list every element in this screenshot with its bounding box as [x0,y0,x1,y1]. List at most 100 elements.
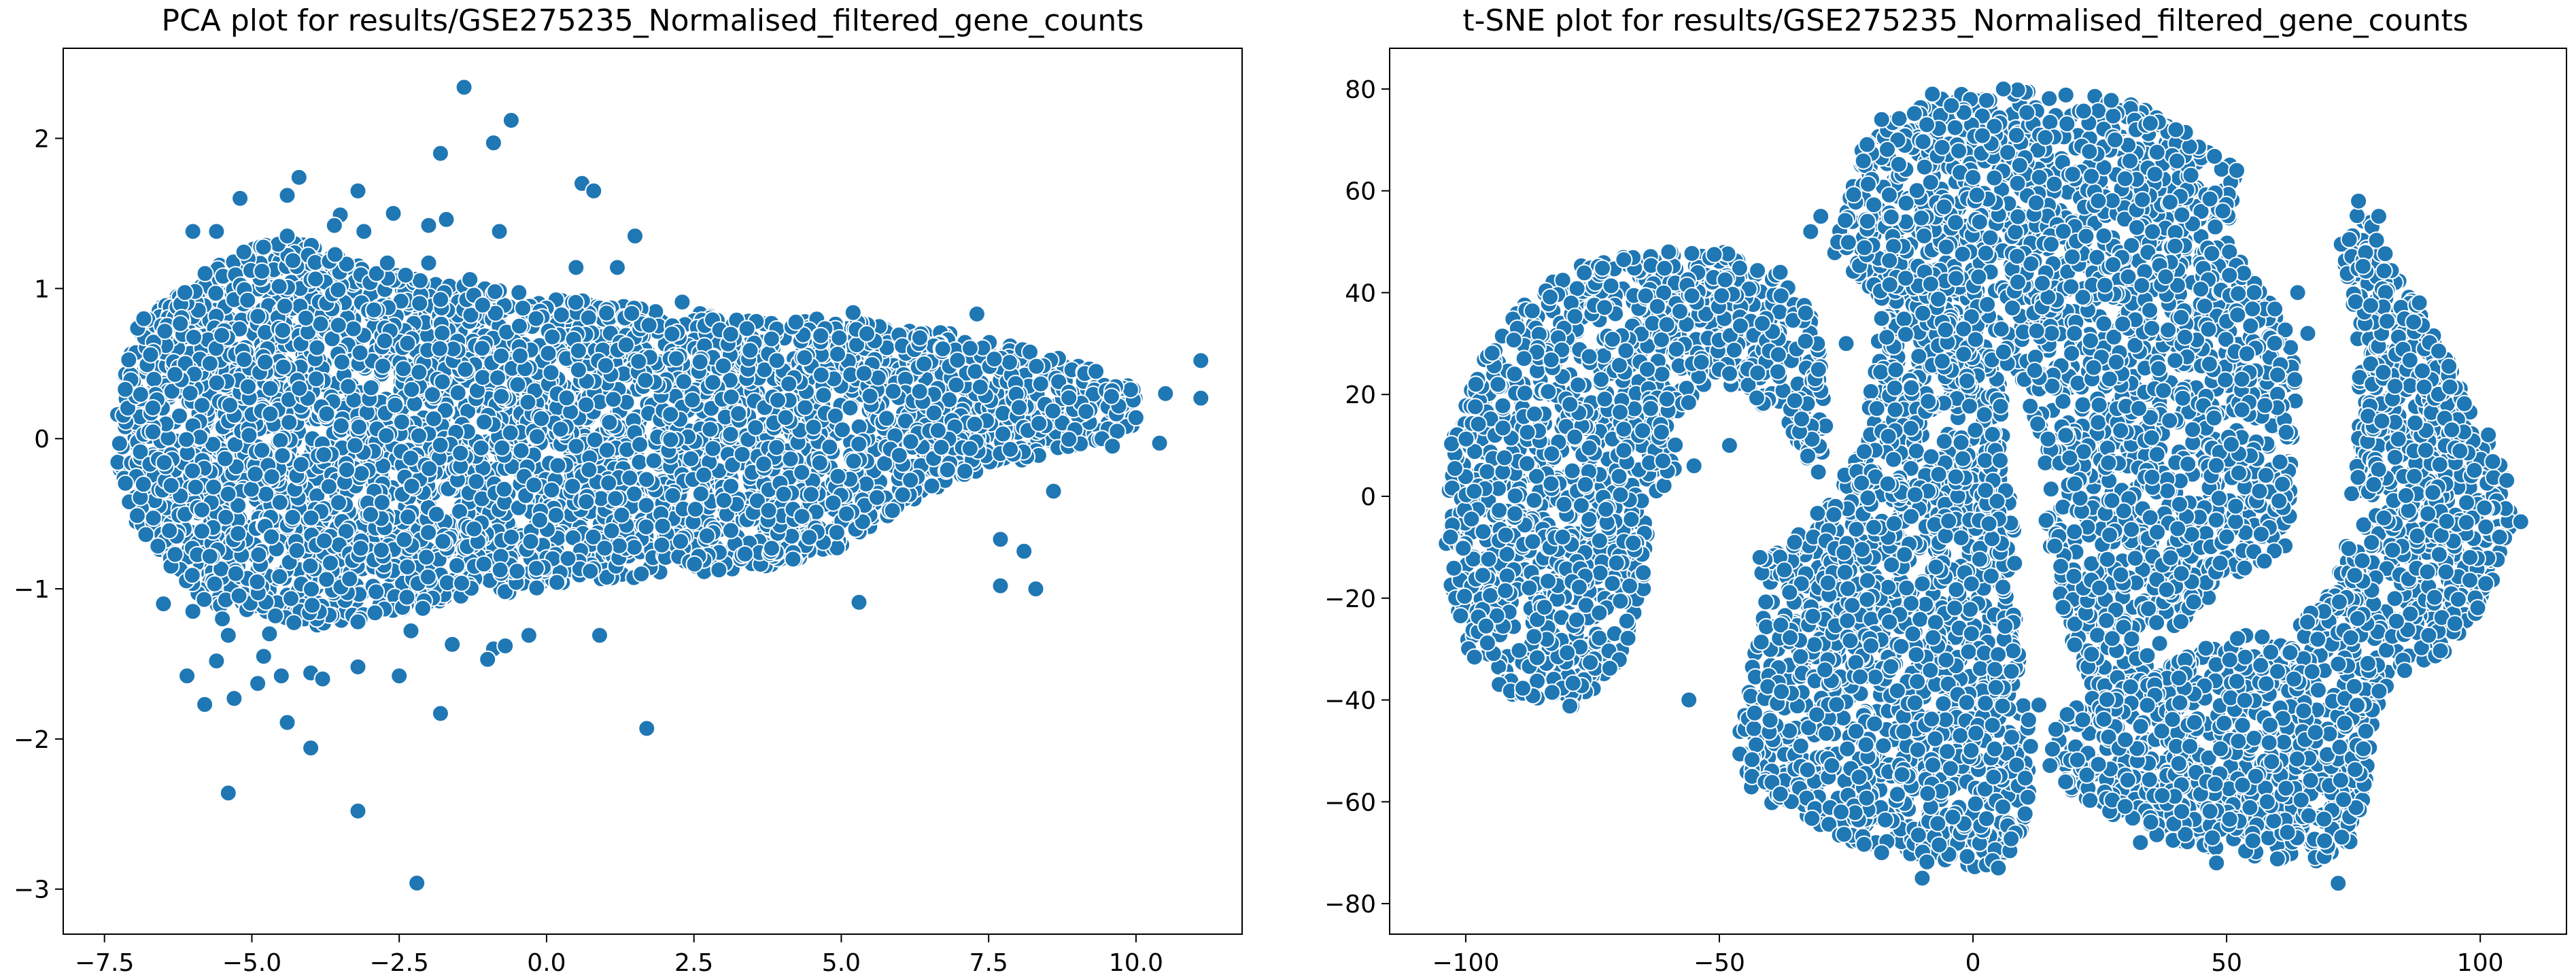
data-point [425,410,443,428]
data-point [901,471,920,490]
data-point [569,341,587,360]
data-point [787,313,805,331]
data-point [273,321,292,339]
data-point [402,380,421,398]
data-point [613,506,631,524]
data-point [351,539,370,558]
data-point [1027,357,1046,375]
data-point [1077,402,1095,421]
data-point [254,238,273,256]
data-point [402,477,421,495]
data-point [741,341,759,360]
data-point [473,339,492,358]
data-point [910,382,929,400]
data-point [474,368,492,387]
data-point [135,309,153,328]
data-point [235,351,254,368]
data-point [600,413,619,432]
data-point [552,306,570,324]
data-point [492,388,511,405]
data-point [802,485,820,504]
outlier-point [384,204,402,222]
data-point [606,490,625,508]
data-point [270,277,288,296]
outlier-point [219,784,237,802]
data-point [271,568,289,585]
data-point [467,473,485,491]
data-point [579,309,598,327]
outlier-point [267,606,285,625]
data-point [768,352,786,370]
data-point [156,322,174,341]
data-point [519,393,537,411]
data-point [351,344,369,362]
data-point [192,501,211,519]
data-point [704,439,722,458]
data-point [128,507,146,525]
data-point [508,562,526,581]
outlier-point [1192,389,1210,407]
x-tick-label: 10.0 [1109,949,1163,977]
data-point [352,464,371,483]
data-point [884,382,902,400]
data-point [433,373,451,391]
data-point [768,439,786,457]
data-point [610,536,628,555]
data-point [292,456,310,474]
data-point [221,396,239,414]
y-tick-label: 1 [34,275,50,303]
outlier-point [431,704,449,723]
data-point [217,508,235,526]
outlier-point [378,254,396,272]
data-point [509,375,527,394]
data-point [569,361,587,379]
data-point [284,508,302,526]
outlier-point [484,134,502,152]
outlier-point [608,258,626,277]
data-point [795,349,814,366]
data-point [1683,244,1701,262]
data-point [219,485,237,503]
data-point [532,409,551,428]
data-point [1122,381,1139,399]
data-point [844,452,863,470]
data-point [177,430,196,449]
data-point [280,413,298,432]
data-point [239,377,257,396]
data-point [596,539,614,558]
outlier-point [184,602,202,621]
data-point [411,294,429,313]
data-point [755,455,773,473]
data-point [396,266,415,284]
data-point [257,485,275,503]
outlier-point [213,610,232,628]
outlier-point [178,667,196,685]
data-point [662,405,680,424]
data-point [704,373,722,392]
data-point [262,468,281,486]
data-point [394,360,413,378]
data-point [810,453,829,472]
data-point [800,528,819,547]
data-point [763,539,780,558]
outlier-point [278,186,296,205]
data-point [374,357,392,375]
outlier-point [1156,384,1175,402]
outlier-point [219,626,237,645]
y-tick-label: 0 [34,426,50,453]
data-point [213,326,231,345]
outlier-point [1015,542,1033,560]
data-point [419,524,438,542]
data-point [929,422,947,440]
data-point [567,437,585,456]
outlier-point [585,182,603,200]
data-point [207,284,225,303]
data-point [1001,354,1018,371]
data-point [196,264,214,283]
outlier-point [278,713,296,732]
data-point [134,475,152,494]
data-point [830,329,848,347]
data-point [948,351,967,369]
data-point [824,494,842,512]
pca-scatter-points [109,78,1210,892]
